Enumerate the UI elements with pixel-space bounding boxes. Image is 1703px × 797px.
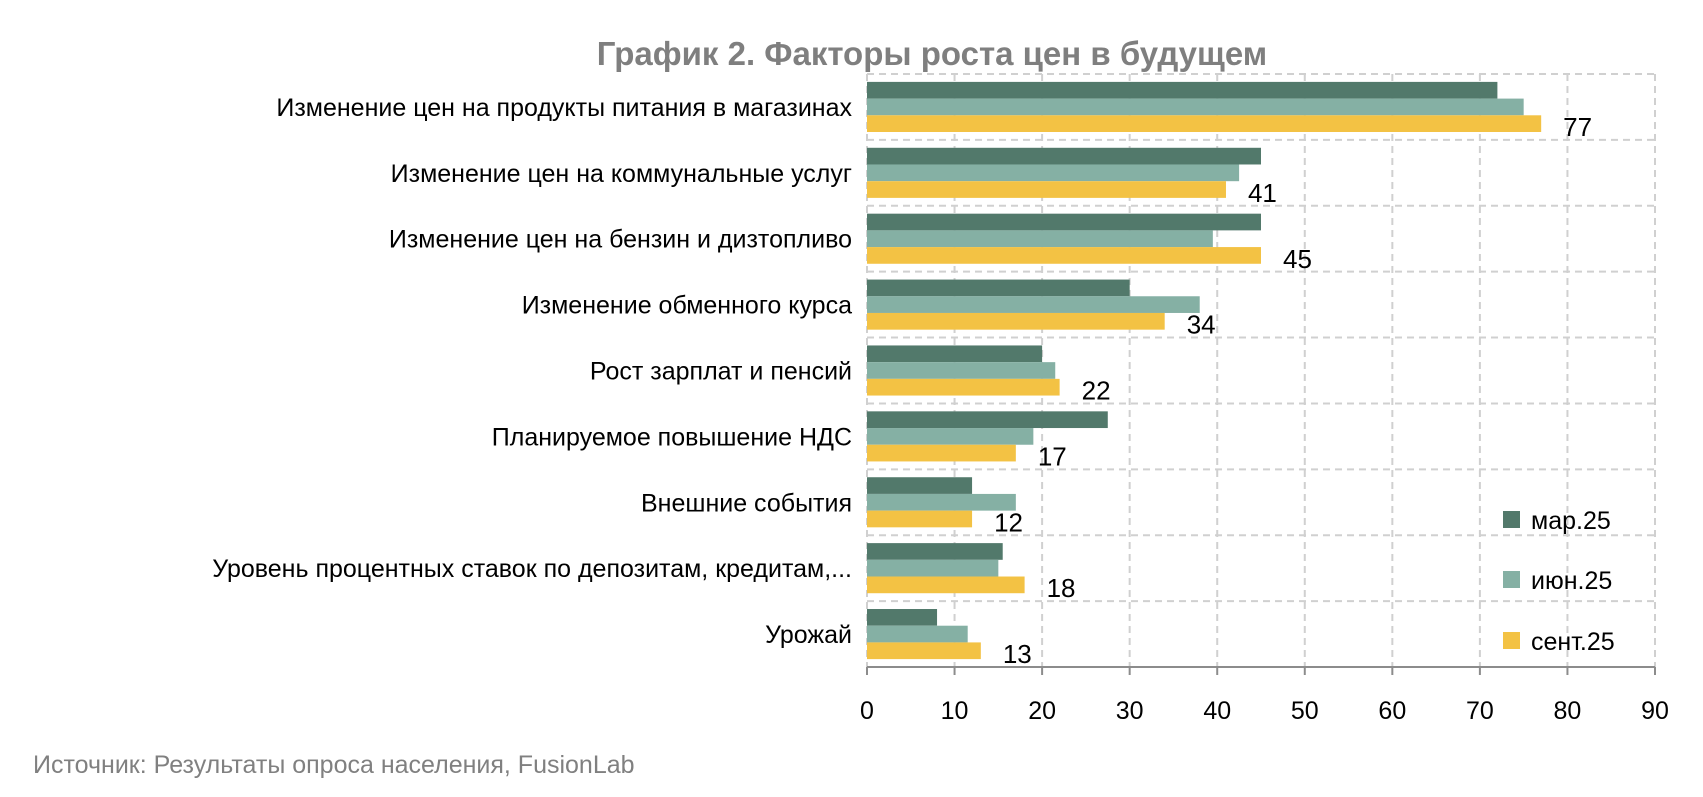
bar-июн.25 [867,164,1240,182]
category-label: Изменение цен на бензин и дизтопливо [389,226,852,254]
bar-сент.25 [867,642,981,660]
tick-label: 60 [1378,697,1406,725]
category-label: Планируемое повышение НДС [492,423,852,451]
legend-swatch [1503,571,1520,588]
tick-label: 0 [860,697,874,725]
category-label: Урожай [765,621,852,649]
data-label: 34 [1187,310,1216,340]
bar-июн.25 [867,559,999,577]
bar-июн.25 [867,493,1016,511]
category-label: Внешние события [641,489,852,517]
category-label: Изменение цен на продукты питания в мага… [276,94,852,122]
bar-июн.25 [867,625,968,643]
bar-сент.25 [867,510,973,528]
bar-июн.25 [867,230,1213,248]
tick-label: 10 [941,697,969,725]
bar-мар.25 [867,147,1261,165]
category-labels: Изменение цен на продукты питания в мага… [212,94,852,649]
tick-label: 50 [1291,697,1319,725]
bar-июн.25 [867,428,1034,445]
x-axis-ticks: 0 10 20 30 40 50 60 70 80 90 [860,667,1669,725]
legend-label: июн.25 [1531,567,1612,595]
data-label: 18 [1047,573,1076,603]
tick-label: 70 [1466,697,1494,725]
data-label: 41 [1248,178,1277,208]
source-note: Источник: Результаты опроса населения, F… [33,751,635,779]
tick-label: 30 [1116,697,1144,725]
bars [867,81,1542,660]
tick-label: 90 [1641,697,1669,725]
bar-сент.25 [867,378,1060,396]
bar-сент.25 [867,247,1261,264]
bar-мар.25 [867,81,1498,99]
legend-item: мар.25 [1503,507,1611,535]
legend-item: июн.25 [1503,567,1612,595]
tick-label: 80 [1554,697,1582,725]
category-label: Уровень процентных ставок по депозитам, … [212,555,852,583]
bar-мар.25 [867,279,1130,297]
bar-июн.25 [867,362,1056,379]
legend: мар.25 июн.25 сент.25 [1503,507,1615,656]
category-label: Рост зарплат и пенсий [590,358,852,386]
data-label: 17 [1038,441,1067,471]
legend-item: сент.25 [1503,628,1615,656]
data-label: 22 [1082,376,1111,406]
bar-сент.25 [867,444,1016,462]
bar-мар.25 [867,411,1108,429]
bar-мар.25 [867,543,1003,560]
category-label: Изменение обменного курса [522,292,852,320]
bar-июн.25 [867,98,1524,116]
legend-label: сент.25 [1531,628,1615,656]
legend-swatch [1503,511,1520,528]
data-label: 45 [1283,244,1312,274]
tick-label: 40 [1203,697,1231,725]
bar-сент.25 [867,115,1542,132]
bar-июн.25 [867,296,1200,313]
chart-title: График 2. Факторы роста цен в будущем [597,35,1267,72]
data-label: 13 [1003,639,1032,669]
tick-label: 20 [1028,697,1056,725]
data-label: 12 [994,507,1023,537]
bar-мар.25 [867,345,1043,363]
bar-сент.25 [867,181,1226,198]
legend-label: мар.25 [1531,507,1611,535]
category-label: Изменение цен на коммунальные услуг [391,160,852,188]
data-label: 77 [1563,112,1592,142]
bar-сент.25 [867,576,1025,594]
bar-мар.25 [867,213,1261,231]
bar-сент.25 [867,312,1165,330]
bar-мар.25 [867,477,973,494]
legend-swatch [1503,632,1520,649]
data-labels: 77 41 45 34 22 17 12 18 13 [994,112,1592,669]
bar-мар.25 [867,609,938,626]
